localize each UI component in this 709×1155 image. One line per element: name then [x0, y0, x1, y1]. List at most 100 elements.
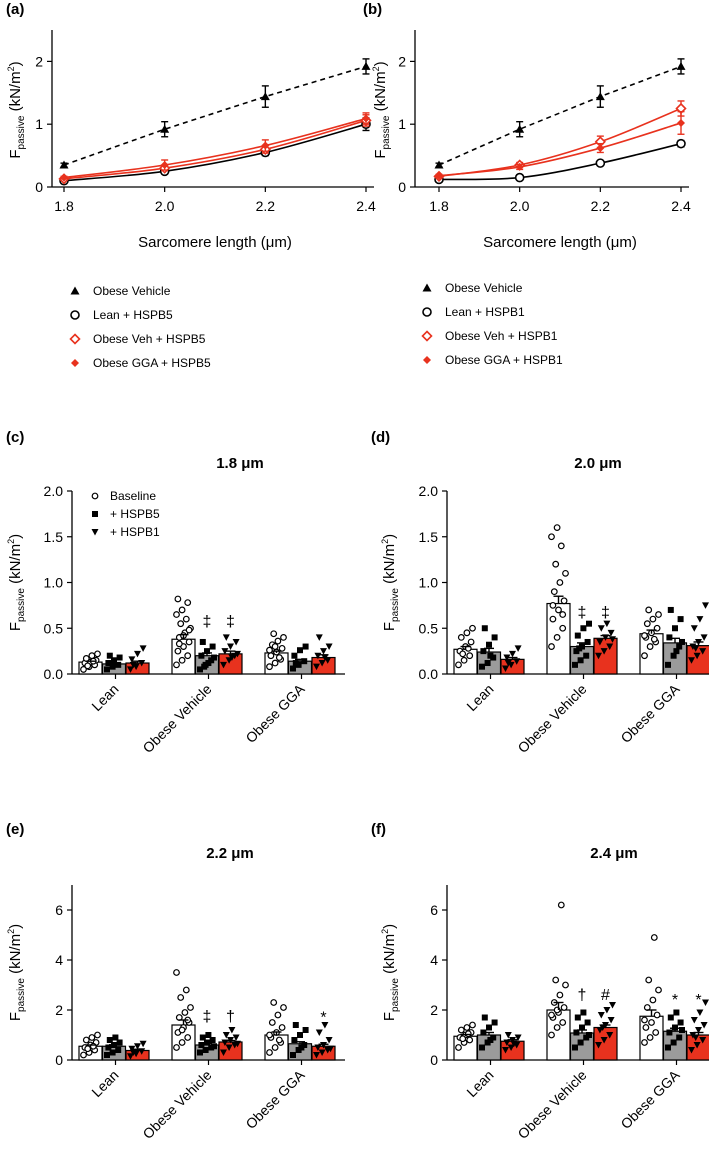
triangle-down-marker [595, 1042, 602, 1049]
scatter-point [204, 1039, 210, 1046]
square-marker [584, 638, 591, 645]
scatter-point [139, 645, 147, 652]
scatter-point [480, 1029, 487, 1036]
scatter-point [227, 643, 234, 651]
legend-label: Obese GGA + HSPB1 [445, 353, 563, 367]
y-tick-label: 0.0 [44, 666, 64, 682]
legend: Obese Vehicle Lean + HSPB1 Obese Veh + HSP… [421, 281, 563, 367]
scatter-point [548, 643, 555, 650]
scatter-point [178, 606, 186, 614]
triangle-down-marker [234, 650, 241, 658]
significance-marker: ‡ [226, 613, 235, 630]
scatter-point [696, 616, 704, 623]
scatter-point [486, 641, 492, 648]
triangle-down-marker [503, 1039, 511, 1046]
legend-label: Obese GGA + HSPB5 [93, 356, 211, 370]
diamond-marker [596, 144, 605, 153]
triangle-down-marker [606, 643, 614, 651]
category-group-lean: Lean [453, 624, 525, 714]
x-axis-label: Sarcomere length (μm) [483, 234, 637, 251]
scatter-point [641, 632, 648, 639]
scatter-point [586, 620, 592, 627]
scatter-point [646, 643, 654, 650]
square-marker [577, 1039, 584, 1046]
scatter-point [595, 1042, 602, 1049]
scatter-point [583, 652, 590, 659]
triangle-down-marker [693, 1042, 701, 1049]
y-axis-label: Fpassive (kN/m2) [6, 61, 27, 158]
scatter-point [298, 1044, 305, 1051]
scatter-point [642, 1024, 650, 1031]
scatter-point [579, 1024, 585, 1031]
scatter-point [556, 579, 564, 586]
scatter-point [648, 1019, 655, 1026]
x-tick-label: Obese Vehicle [514, 1067, 589, 1142]
scatter-point [609, 1002, 616, 1009]
square-marker [672, 625, 678, 632]
scatter-point [205, 1032, 212, 1038]
significance-marker: ‡ [203, 613, 212, 630]
open-circle-marker [266, 1031, 273, 1039]
square-marker [105, 1044, 112, 1051]
scatter-point [693, 1042, 701, 1049]
scatter-point [645, 606, 653, 614]
scatter-point [553, 634, 561, 641]
open-circle-marker [457, 634, 465, 641]
square-marker [204, 1039, 210, 1046]
square-marker [486, 641, 492, 648]
scatter-point [650, 934, 658, 941]
scatter-point [560, 597, 568, 605]
bar-chart-3: (f) 2.4 μm 0 2 4 6 Fpassive (kN/m2) Lean Obese V… [371, 821, 709, 1142]
y-tick-label: 4 [430, 952, 438, 968]
scatter-point [173, 611, 180, 618]
triangle-down-marker [228, 1027, 236, 1034]
triangle-down-marker [127, 666, 134, 673]
x-tick-label: 2.0 [155, 198, 175, 214]
scatter-point [559, 1019, 567, 1026]
data-point [261, 141, 270, 150]
legend-marker [421, 330, 433, 342]
legend: Obese Vehicle Lean + HSPB5 Obese Veh + HSP… [69, 284, 211, 370]
scatter-point [599, 1024, 607, 1031]
triangle-marker [70, 286, 80, 295]
category-group-obese-vehicle: Obese Vehicle [514, 901, 618, 1142]
scatter-point [134, 650, 141, 658]
data-point [514, 172, 525, 183]
scatter-point [673, 1009, 680, 1016]
scatter-point [105, 660, 112, 667]
square-marker [198, 1042, 205, 1048]
square-marker [209, 643, 216, 650]
open-circle-marker [548, 643, 555, 650]
square-marker [679, 1027, 685, 1033]
triangle-down-marker [221, 648, 229, 655]
series-line [63, 65, 367, 166]
open-circle-marker [275, 654, 283, 661]
square-marker [486, 1024, 492, 1031]
scatter-point [555, 606, 562, 614]
scatter-point [105, 1044, 112, 1051]
scatter-point [463, 1024, 471, 1031]
scatter-point [88, 1034, 96, 1041]
scatter-point [291, 1037, 298, 1043]
scatter-point [204, 648, 210, 655]
triangle-down-marker [509, 650, 516, 658]
scatter-point [652, 1029, 660, 1036]
scatter-point [607, 1017, 615, 1024]
scatter-point [457, 1026, 465, 1034]
scatter-point [209, 643, 216, 650]
scatter-point [127, 1053, 134, 1060]
open-circle-marker [646, 643, 654, 650]
open-circle-marker [274, 1011, 282, 1019]
open-circle-marker [80, 1051, 87, 1059]
scatter-point [266, 1031, 273, 1039]
scatter-point [514, 645, 522, 652]
scatter-point [115, 661, 122, 668]
open-circle-marker [653, 1011, 661, 1019]
open-circle-marker [178, 1039, 186, 1046]
square-marker [104, 1052, 110, 1058]
scatter-point [234, 1040, 241, 1048]
square-marker [104, 666, 110, 673]
significance-marker: * [695, 992, 701, 1009]
open-circle-marker [548, 1031, 555, 1039]
scatter-point [503, 1039, 511, 1046]
